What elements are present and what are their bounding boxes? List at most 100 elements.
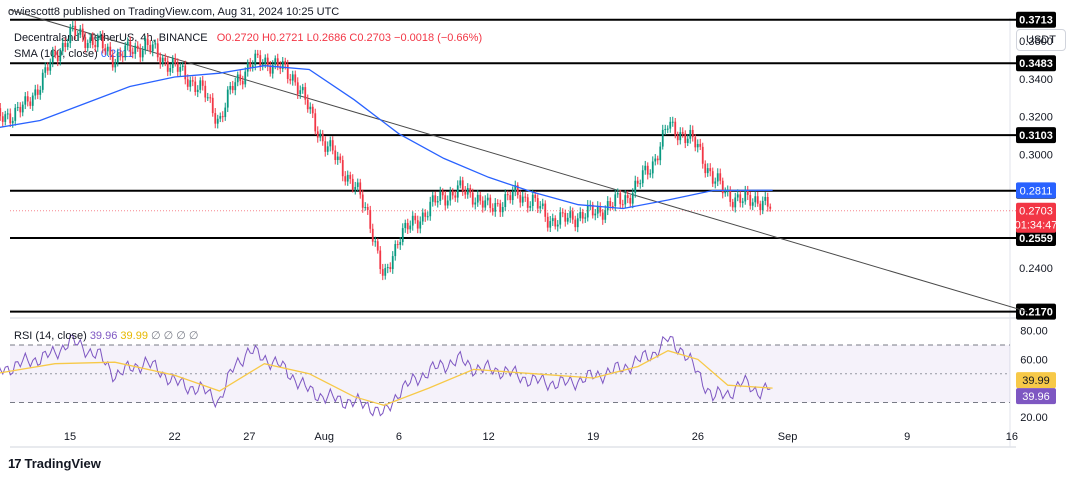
candle-body	[201, 80, 204, 86]
candle-body	[726, 190, 729, 192]
candle-body	[469, 188, 472, 193]
x-tick-label: 9	[904, 431, 910, 443]
candle-body	[326, 146, 329, 152]
candle-body	[444, 195, 447, 206]
candle-body	[666, 128, 669, 130]
candle-body	[9, 113, 12, 124]
tradingview-brand[interactable]: 17 TradingView	[8, 456, 101, 471]
candle-body	[506, 194, 509, 196]
brand-name: TradingView	[24, 456, 101, 471]
candle-body	[656, 158, 659, 161]
rsi-ma-line	[0, 350, 773, 406]
candle-body	[184, 65, 187, 80]
rsi-y-tick-label: 20.00	[1020, 412, 1048, 424]
candle-body	[136, 45, 139, 49]
candle-body	[51, 50, 54, 63]
candle-body	[604, 210, 607, 220]
candle-body	[36, 89, 39, 95]
x-tick-label: 27	[243, 431, 255, 443]
candle-body	[6, 113, 9, 115]
rsi-y-tick-label: 60.00	[1020, 354, 1048, 366]
candle-body	[581, 212, 584, 219]
candle-body	[174, 58, 177, 64]
publisher-line: owiescott8 published on TradingView.com,…	[8, 6, 340, 18]
candle-body	[21, 104, 24, 113]
candle-body	[91, 37, 94, 45]
level-price-label: 0.3103	[1019, 130, 1053, 142]
candle-body	[301, 87, 304, 91]
candle-body	[674, 121, 677, 136]
candle-body	[216, 118, 219, 124]
candle-body	[714, 181, 717, 184]
candle-body	[509, 195, 512, 201]
x-tick-label: Sep	[778, 431, 798, 443]
level-price-label: 0.2559	[1019, 233, 1053, 245]
candle-body	[11, 120, 14, 124]
candle-body	[499, 203, 502, 213]
candle-body	[534, 194, 537, 199]
candle-body	[679, 132, 682, 141]
rsi-legend[interactable]: RSI (14, close) 39.96 39.99 ∅ ∅ ∅ ∅	[14, 329, 199, 342]
candle-body	[519, 195, 522, 203]
candle-body	[716, 173, 719, 182]
level-price-label: 0.3713	[1019, 15, 1053, 27]
candle-body	[59, 51, 62, 62]
candle-body	[399, 242, 402, 245]
level-price-tag	[1016, 127, 1056, 144]
candle-body	[319, 133, 322, 138]
x-tick-label: 19	[587, 431, 599, 443]
candle-body	[401, 228, 404, 243]
candle-body	[166, 61, 169, 72]
candle-body	[664, 129, 667, 131]
candle-body	[276, 58, 279, 67]
candle-body	[414, 215, 417, 221]
candle-body	[614, 194, 617, 207]
candle-body	[359, 182, 362, 195]
candle-body	[486, 197, 489, 201]
candle-body	[336, 156, 339, 161]
candle-body	[606, 201, 609, 211]
y-tick-label: 0.2400	[1019, 263, 1053, 275]
candle-body	[404, 222, 407, 229]
candle-body	[671, 121, 674, 123]
candle-body	[699, 143, 702, 147]
candle-body	[746, 190, 749, 195]
candle-body	[389, 267, 392, 270]
candle-body	[624, 195, 627, 205]
candle-body	[611, 206, 614, 208]
candle-body	[461, 180, 464, 191]
candle-body	[304, 87, 307, 100]
candle-body	[471, 192, 474, 205]
candle-body	[99, 35, 102, 37]
candle-body	[516, 185, 519, 196]
symbol-legend[interactable]: Decentraland / TetherUS, 4h, BINANCE O0.…	[14, 32, 482, 44]
candle-body	[214, 113, 217, 124]
candle-body	[41, 72, 44, 90]
candle-body	[756, 196, 759, 204]
candle-body	[199, 80, 202, 90]
candle-body	[109, 46, 112, 56]
candle-body	[151, 44, 154, 52]
candle-body	[411, 215, 414, 226]
rsi-value-tag	[1016, 372, 1056, 389]
candle-body	[4, 114, 7, 122]
candle-body	[181, 65, 184, 67]
candle-body	[639, 183, 642, 185]
candle-body	[309, 106, 312, 110]
candle-body	[341, 160, 344, 177]
currency-selector[interactable]: USDT	[1016, 29, 1066, 51]
candle-body	[56, 55, 59, 62]
candle-body	[311, 106, 314, 114]
candle-body	[619, 193, 622, 205]
candle-body	[261, 64, 264, 67]
y-tick-label: 0.3400	[1019, 74, 1053, 86]
candle-body	[189, 80, 192, 87]
candle-body	[39, 89, 42, 95]
y-tick-label: 0.3000	[1019, 150, 1053, 162]
candle-body	[584, 217, 587, 219]
candle-body	[16, 106, 19, 108]
candle-body	[569, 211, 572, 218]
candle-body	[406, 222, 409, 230]
